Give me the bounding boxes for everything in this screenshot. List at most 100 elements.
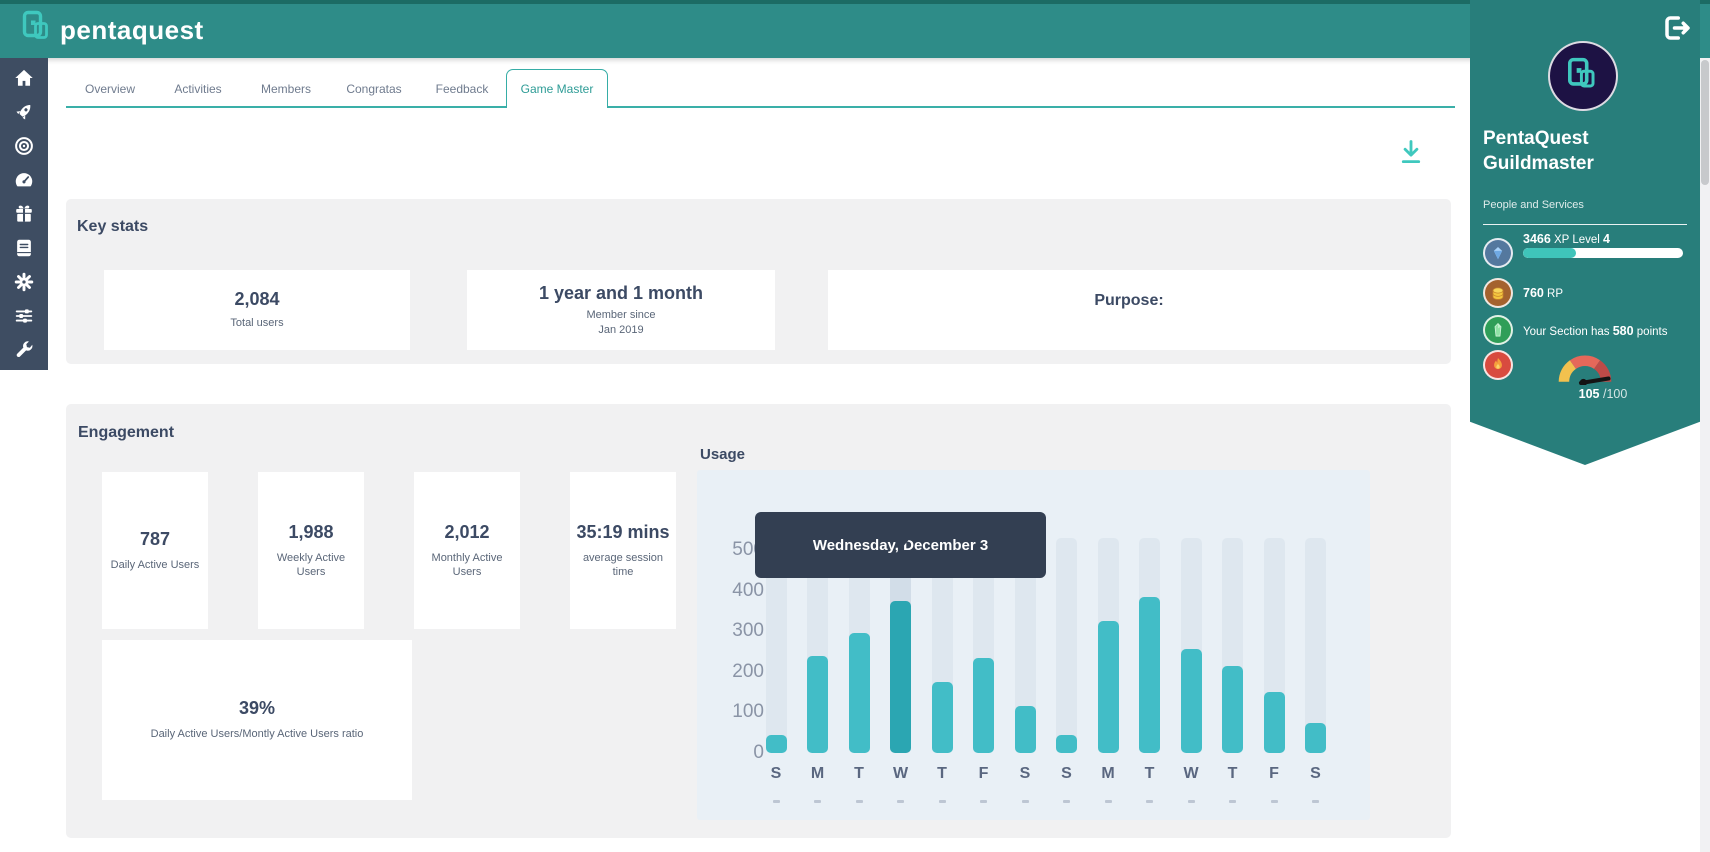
top-header-bar: pentaquest [0,0,1710,58]
total-users-card: 2,084 Total users [104,270,410,350]
usage-bar[interactable] [807,655,828,753]
tab-bar: Overview Activities Members Congratas Feedba… [66,69,608,108]
engagement-card-label: average session time [582,551,664,578]
book-icon[interactable] [12,236,36,260]
key-stats-title: Key stats [77,218,149,235]
x-axis-submark [1229,800,1236,803]
usage-bar[interactable] [1222,665,1243,753]
usage-bar-track [1014,537,1036,753]
flame-icon [1483,350,1513,380]
x-axis-label: W [892,765,909,782]
x-axis-label: F [978,765,989,782]
gauge-icon[interactable] [12,168,36,192]
key-stats-panel: Key stats 2,084 Total users 1 year and 1… [66,199,1451,364]
xp-progress-bar [1523,248,1683,258]
profile-divider [1483,224,1687,225]
x-axis-label: T [1227,765,1238,782]
tab-members[interactable]: Members [260,81,311,96]
xp-progress-fill [1523,248,1576,258]
tab-bar-underline [66,106,1455,108]
tab-activities[interactable]: Activities [174,81,222,96]
engagement-card-value: 35:19 mins [576,521,670,542]
x-axis-submark [1104,800,1112,803]
engagement-card-3: 2,012 Monthly Active Users [414,472,520,629]
usage-bar[interactable] [1139,596,1160,753]
engagement-card-value: 1,988 [288,521,334,542]
profile-subtitle: People and Services [1483,199,1584,211]
member-since-label: Member since Jan 2019 [586,309,656,336]
member-since-card: 1 year and 1 month Member since Jan 2019 [467,270,775,350]
profile-name: PentaQuest Guildmaster [1483,128,1594,174]
y-axis-tick-200: 200 [732,660,764,682]
usage-bar[interactable] [931,681,953,753]
usage-bar[interactable] [1263,692,1285,753]
ratio-label: Daily Active Users/Montly Active Users r… [150,728,364,741]
scrollbar-thumb[interactable] [1701,60,1709,185]
target-icon[interactable] [12,134,36,158]
gear-icon[interactable] [12,270,36,294]
section-points-text: Your Section has 580 points [1523,324,1668,338]
y-axis-tick-300: 300 [732,620,764,642]
chart-tooltip-arrow [889,536,912,549]
app-logo[interactable]: pentaquest [22,10,204,51]
x-axis-label: T [854,765,864,782]
xp-text: 3466 XP Level 4 [1523,232,1610,246]
overload-gauge [1553,351,1617,387]
engagement-card-4: 35:19 mins average session time [570,472,676,629]
x-axis-label: S [1310,765,1321,782]
engagement-card-value: 2,012 [444,521,490,542]
usage-bar[interactable] [1056,734,1077,753]
usage-bar[interactable] [848,633,870,753]
usage-bar[interactable] [973,657,994,753]
scrollbar-track[interactable] [1700,58,1710,852]
engagement-title: Engagement [78,424,175,441]
x-axis-submark [814,800,821,803]
tab-overview[interactable]: Overview [84,81,135,96]
purpose-card: Purpose: [828,270,1430,350]
pentaquest-logo-icon [22,10,52,51]
x-axis-label: S [770,765,782,782]
total-users-value: 2,084 [234,289,280,310]
usage-bar[interactable] [1097,621,1119,753]
x-axis-submark [1270,800,1278,803]
x-axis-submark [1312,800,1319,803]
usage-bar[interactable] [890,600,911,753]
usage-bar-track [1056,537,1077,753]
logo-text: pentaquest [60,15,204,45]
x-axis-label: M [1101,765,1115,782]
diamond-icon [1483,238,1513,268]
download-icon[interactable] [1398,138,1424,166]
x-axis-label: F [1269,765,1279,782]
tab-feedback[interactable]: Feedback [435,81,489,96]
x-axis-label: M [810,765,825,782]
total-users-label: Total users [230,317,284,330]
rp-text: 760 RP [1523,286,1564,300]
left-nav-sidebar [0,58,48,370]
x-axis-label: S [1019,765,1031,782]
home-icon[interactable] [12,66,36,90]
usage-bar[interactable] [1014,706,1036,753]
y-axis-tick-100: 100 [732,701,764,723]
gift-icon[interactable] [12,202,36,226]
rocket-icon[interactable] [12,100,36,124]
usage-bar[interactable] [1180,649,1202,753]
engagement-card-label: Daily Active Users [110,558,200,571]
engagement-card-label: Monthly Active Users [431,551,503,578]
x-axis-submark [1146,800,1153,803]
usage-bar[interactable] [765,734,787,753]
sliders-icon[interactable] [12,304,36,328]
tab-game-master[interactable]: Game Master [506,69,608,108]
tab-congratas[interactable]: Congratas [346,81,402,96]
x-axis-submark [772,800,780,803]
wrench-icon[interactable] [12,338,36,362]
dau-mau-ratio-card: 39% Daily Active Users/Montly Active Use… [102,640,412,800]
purpose-heading: Purpose: [1094,292,1164,309]
engagement-card-1: 787 Daily Active Users [102,472,208,629]
gem-icon [1483,315,1513,345]
y-axis-tick-400: 400 [732,579,764,601]
y-axis-tick-0: 0 [753,742,764,763]
logout-icon[interactable] [1662,13,1692,40]
usage-bar[interactable] [1305,722,1326,753]
avatar[interactable] [1548,41,1618,111]
